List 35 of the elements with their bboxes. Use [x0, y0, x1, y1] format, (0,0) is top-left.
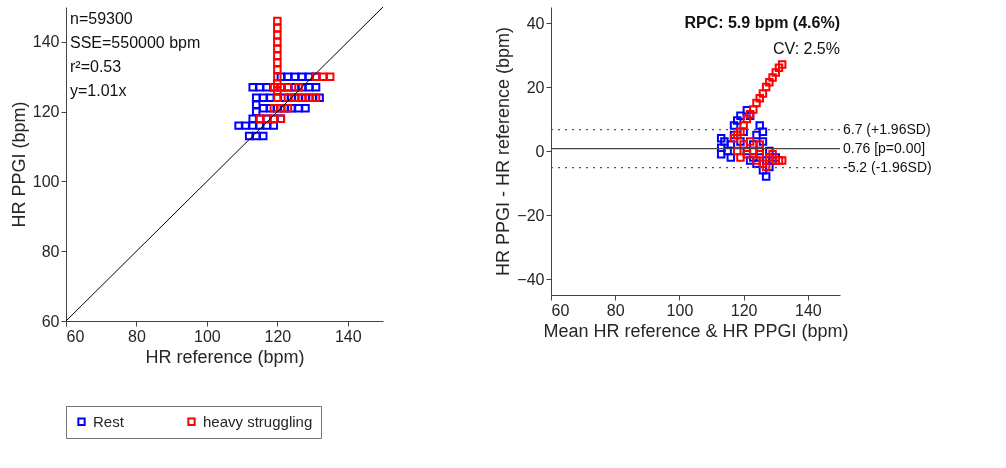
x-tick-label: 100 — [666, 301, 694, 319]
x-tick-label: 140 — [334, 327, 362, 345]
x-tick-label: 140 — [795, 301, 822, 319]
y-axis-title: HR PPGI (bpm) — [8, 101, 29, 228]
ref-line-label: -5.2 (-1.96SD) — [843, 158, 932, 175]
y-tick-label: 20 — [526, 78, 545, 96]
y-tick-label: 100 — [32, 172, 60, 190]
y-tick-label: 120 — [32, 103, 60, 121]
annotation: y=1.01x — [70, 82, 127, 99]
legend-label: Rest — [93, 412, 125, 430]
ref-line-label: 6.7 (+1.96SD) — [843, 120, 931, 137]
y-axis-title: HR PPGI - HR reference (bpm) — [493, 26, 514, 277]
x-tick-label: 80 — [606, 301, 625, 319]
x-tick-label: 60 — [551, 301, 570, 319]
x-tick-label: 100 — [194, 327, 221, 345]
y-tick-label: −20 — [517, 206, 545, 224]
x-axis-title: HR reference (bpm) — [145, 346, 305, 367]
annotation: RPC: 5.9 bpm (4.6%) — [684, 14, 840, 31]
x-tick-label: 120 — [264, 327, 292, 345]
annotation: r²=0.53 — [70, 58, 122, 75]
x-axis-title: Mean HR reference & HR PPGI (bpm) — [543, 320, 849, 341]
y-tick-label: −40 — [517, 270, 545, 288]
y-tick-label: 140 — [32, 33, 60, 51]
annotation: n=59300 — [70, 10, 133, 27]
y-tick-label: 0 — [535, 142, 545, 160]
x-tick-label: 120 — [730, 301, 758, 319]
y-tick-label: 40 — [526, 14, 545, 32]
annotation: SSE=550000 bpm — [70, 34, 201, 51]
x-tick-label: 80 — [128, 327, 146, 345]
y-tick-label: 80 — [41, 242, 60, 260]
y-tick-label: 60 — [41, 312, 60, 330]
annotation: CV: 2.5% — [773, 40, 840, 57]
x-tick-label: 60 — [66, 327, 85, 345]
legend-label: heavy struggling — [203, 412, 313, 430]
ref-line-label: 0.76 [p=0.00] — [843, 139, 926, 156]
